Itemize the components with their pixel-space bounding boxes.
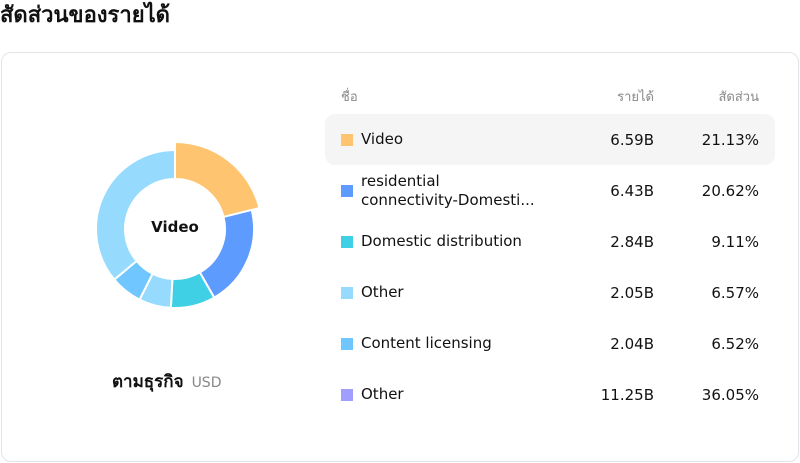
donut-slice[interactable] xyxy=(95,148,176,281)
table-row[interactable]: Video 6.59B 21.13% xyxy=(325,114,775,165)
segment-name: Content licensing xyxy=(361,334,492,352)
segment-share: 6.57% xyxy=(711,283,759,302)
currency-label: USD xyxy=(191,375,222,391)
donut-center-label: Video xyxy=(151,218,199,236)
table-row[interactable]: Other 11.25B 36.05% xyxy=(325,369,775,420)
table-row[interactable]: Other 2.05B 6.57% xyxy=(325,267,775,318)
donut-slice[interactable] xyxy=(174,140,261,219)
chart-footer: ตามธุรกิจ USD xyxy=(112,368,221,395)
segment-share: 21.13% xyxy=(701,130,759,149)
header-name: ชื่อ xyxy=(341,89,358,105)
segment-name: Domestic distribution xyxy=(361,232,522,250)
segment-name: Video xyxy=(361,130,404,148)
segment-share: 36.05% xyxy=(701,385,759,404)
legend-swatch xyxy=(341,337,353,350)
segment-revenue: 2.04B xyxy=(610,334,654,353)
donut-svg xyxy=(95,140,261,309)
donut-chart xyxy=(80,130,270,330)
segment-name: Other xyxy=(361,385,404,403)
table-row[interactable]: residential connectivity-Domesti... 6.43… xyxy=(325,165,775,216)
header-share: สัดส่วน xyxy=(718,89,760,105)
segment-revenue: 2.05B xyxy=(610,283,654,302)
revenue-table: ชื่อ รายได้ สัดส่วน Video 6.59B 21.13% r… xyxy=(325,84,775,420)
table-row[interactable]: Content licensing 2.04B 6.52% xyxy=(325,318,775,369)
legend-swatch xyxy=(341,235,353,248)
table-row[interactable]: Domestic distribution 2.84B 9.11% xyxy=(325,216,775,267)
segment-share: 20.62% xyxy=(701,181,759,200)
legend-swatch xyxy=(341,388,353,401)
legend-swatch xyxy=(341,133,353,146)
page-title: สัดส่วนของรายได้ xyxy=(0,3,170,28)
segment-revenue: 6.43B xyxy=(610,181,654,200)
segment-revenue: 11.25B xyxy=(600,385,654,404)
segment-share: 9.11% xyxy=(711,232,759,251)
header-revenue: รายได้ xyxy=(617,89,654,105)
segment-name: Other xyxy=(361,283,404,301)
segment-name: residential connectivity-Domesti... xyxy=(361,171,535,209)
legend-swatch xyxy=(341,286,353,299)
breakdown-type-label: ตามธุรกิจ xyxy=(112,372,184,392)
segment-revenue: 2.84B xyxy=(610,232,654,251)
legend-swatch xyxy=(341,184,353,197)
table-header: ชื่อ รายได้ สัดส่วน xyxy=(325,84,775,108)
segment-share: 6.52% xyxy=(711,334,759,353)
segment-revenue: 6.59B xyxy=(610,130,654,149)
